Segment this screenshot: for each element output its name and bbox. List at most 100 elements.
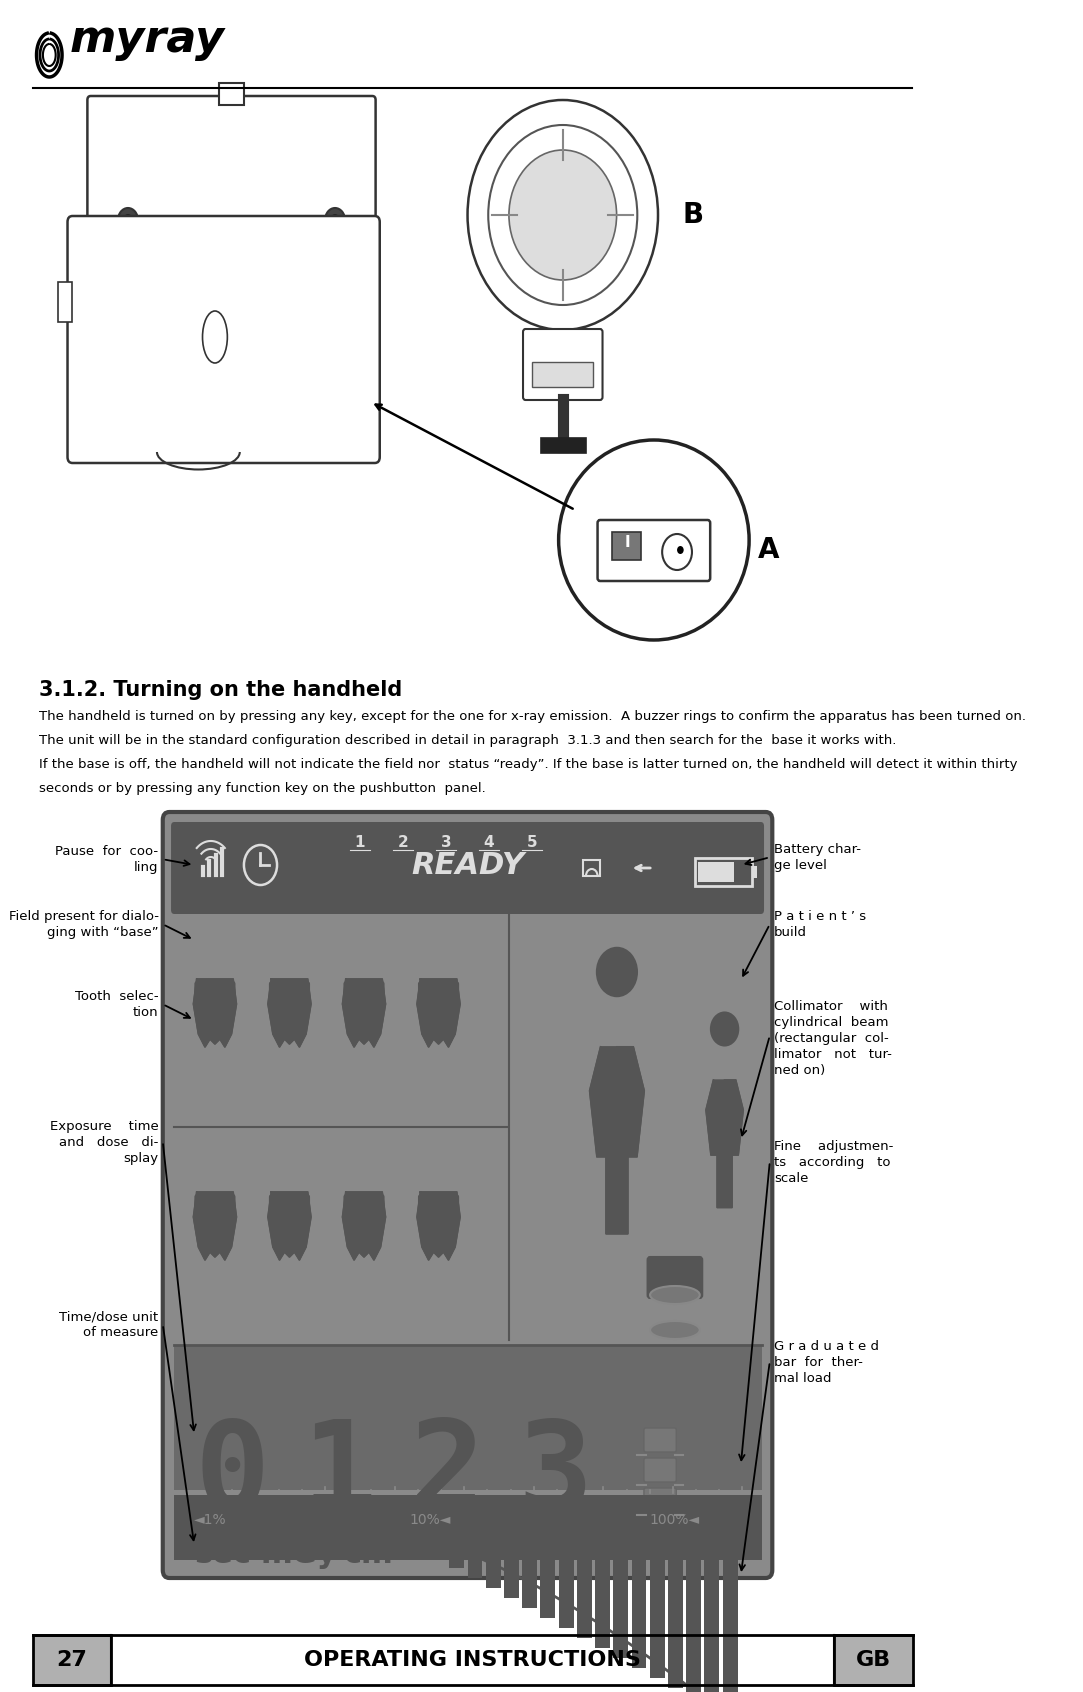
Text: Time/dose unit
of measure: Time/dose unit of measure: [60, 1310, 158, 1338]
Bar: [577, 1519, 591, 1638]
Circle shape: [468, 100, 658, 330]
Text: 2: 2: [389, 1531, 403, 1552]
Circle shape: [118, 208, 138, 232]
Bar: [613, 531, 641, 560]
Circle shape: [710, 1012, 739, 1046]
Bar: [173, 1496, 761, 1560]
Bar: [613, 1519, 628, 1658]
FancyBboxPatch shape: [344, 1195, 383, 1223]
Text: mGy: mGy: [261, 1540, 337, 1568]
Text: OPERATING INSTRUCTIONS: OPERATING INSTRUCTIONS: [304, 1650, 641, 1670]
Bar: [722, 1519, 738, 1692]
FancyBboxPatch shape: [598, 519, 710, 580]
Text: 2: 2: [409, 1415, 485, 1536]
Bar: [431, 1519, 446, 1558]
Text: 3: 3: [518, 1415, 592, 1536]
FancyBboxPatch shape: [171, 822, 764, 914]
Polygon shape: [589, 1047, 644, 1233]
FancyBboxPatch shape: [644, 1487, 676, 1513]
Bar: [504, 1519, 519, 1597]
Polygon shape: [268, 980, 311, 1047]
FancyBboxPatch shape: [162, 812, 772, 1579]
Bar: [173, 1345, 761, 1491]
FancyBboxPatch shape: [270, 1195, 310, 1223]
Text: seconds or by pressing any function key on the pushbutton  panel.: seconds or by pressing any function key …: [39, 782, 486, 795]
Circle shape: [123, 213, 133, 227]
FancyBboxPatch shape: [270, 981, 310, 1012]
FancyBboxPatch shape: [523, 328, 602, 399]
Bar: [468, 1519, 482, 1579]
Ellipse shape: [203, 311, 227, 364]
Circle shape: [662, 535, 692, 570]
Text: 100%◄: 100%◄: [650, 1513, 700, 1526]
FancyBboxPatch shape: [67, 217, 380, 464]
Polygon shape: [194, 1191, 236, 1261]
FancyBboxPatch shape: [644, 1459, 676, 1482]
Text: ◄1%: ◄1%: [194, 1513, 226, 1526]
FancyBboxPatch shape: [419, 981, 458, 1012]
Bar: [584, 860, 600, 876]
FancyBboxPatch shape: [419, 1195, 458, 1223]
Bar: [631, 1519, 647, 1668]
Circle shape: [325, 208, 345, 232]
Bar: [57, 283, 73, 321]
Text: 4: 4: [484, 834, 494, 849]
Bar: [650, 1519, 665, 1678]
Text: 27: 27: [56, 1650, 87, 1670]
FancyBboxPatch shape: [344, 981, 383, 1012]
Bar: [697, 861, 734, 882]
Text: myray: myray: [70, 19, 225, 61]
Bar: [532, 362, 593, 387]
Text: 2: 2: [397, 834, 408, 849]
Text: If the base is off, the handheld will not indicate the field nor  status “ready”: If the base is off, the handheld will no…: [39, 758, 1018, 772]
Text: Field present for dialo-
ging with “base”: Field present for dialo- ging with “base…: [9, 910, 158, 939]
Bar: [595, 1519, 610, 1648]
Ellipse shape: [650, 1321, 700, 1338]
FancyBboxPatch shape: [195, 981, 235, 1012]
Bar: [687, 1519, 701, 1692]
Circle shape: [330, 213, 340, 227]
Text: 3.1.2. Turning on the handheld: 3.1.2. Turning on the handheld: [39, 680, 403, 700]
Circle shape: [597, 948, 637, 997]
Bar: [32, 1634, 112, 1685]
Text: Exposure    time
and   dose   di-
splay: Exposure time and dose di- splay: [50, 1120, 158, 1166]
Ellipse shape: [650, 1286, 700, 1305]
Text: Pause  for  coo-
ling: Pause for coo- ling: [55, 844, 158, 875]
Text: The unit will be in the standard configuration described in detail in paragraph : The unit will be in the standard configu…: [39, 734, 897, 746]
Polygon shape: [417, 1191, 460, 1261]
Bar: [219, 83, 244, 105]
Text: P a t i e n t ’ s
build: P a t i e n t ’ s build: [774, 910, 866, 939]
Text: G r a d u a t e d
bar  for  ther-
mal load: G r a d u a t e d bar for ther- mal load: [774, 1340, 879, 1386]
Text: 0: 0: [194, 1415, 270, 1536]
Text: A: A: [757, 536, 779, 563]
Text: Tooth  selec-
tion: Tooth selec- tion: [75, 990, 158, 1019]
Bar: [413, 1519, 428, 1548]
Polygon shape: [194, 980, 236, 1047]
Text: Fine    adjustmen-
ts   according   to
scale: Fine adjustmen- ts according to scale: [774, 1140, 893, 1184]
Circle shape: [509, 151, 616, 279]
Bar: [377, 1519, 391, 1528]
Ellipse shape: [559, 440, 749, 640]
Bar: [704, 1519, 719, 1692]
Text: 1: 1: [354, 834, 365, 849]
FancyBboxPatch shape: [648, 1257, 702, 1298]
Text: sec: sec: [194, 1540, 251, 1568]
Bar: [540, 1519, 556, 1618]
Circle shape: [677, 547, 683, 553]
Bar: [486, 1519, 500, 1589]
Text: B: B: [683, 201, 704, 228]
Text: I: I: [625, 535, 630, 550]
Polygon shape: [342, 1191, 386, 1261]
Text: READY: READY: [410, 851, 524, 880]
Text: cm: cm: [343, 1540, 393, 1568]
Text: Battery char-
ge level: Battery char- ge level: [774, 843, 861, 871]
Bar: [752, 866, 757, 878]
Text: .: .: [393, 1440, 469, 1560]
Text: The handheld is turned on by pressing any key, except for the one for x-ray emis: The handheld is turned on by pressing an…: [39, 711, 1027, 722]
Polygon shape: [706, 1079, 743, 1208]
Bar: [834, 1634, 913, 1685]
Text: 5: 5: [526, 834, 537, 849]
Text: 10%◄: 10%◄: [409, 1513, 451, 1526]
Text: 3: 3: [441, 834, 452, 849]
Polygon shape: [342, 980, 386, 1047]
